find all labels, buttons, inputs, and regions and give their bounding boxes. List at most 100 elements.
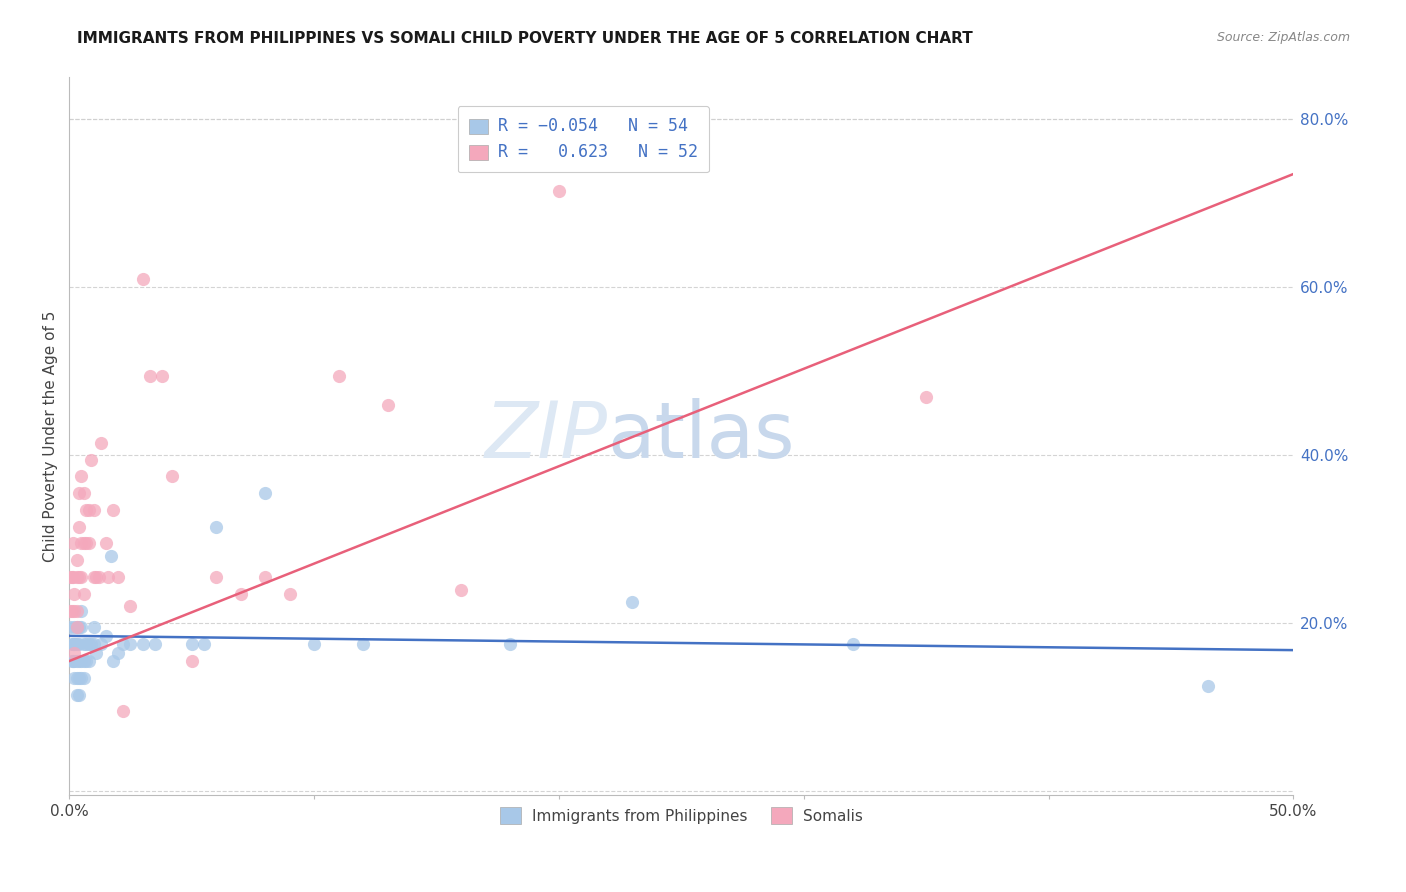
Point <box>67 637 90 651</box>
Point <box>70 620 93 634</box>
Point <box>83 570 105 584</box>
Point <box>77 536 100 550</box>
Point <box>160 469 183 483</box>
Point <box>65 604 87 618</box>
Text: IMMIGRANTS FROM PHILIPPINES VS SOMALI CHILD POVERTY UNDER THE AGE OF 5 CORRELATI: IMMIGRANTS FROM PHILIPPINES VS SOMALI CH… <box>77 31 973 46</box>
Point <box>75 503 97 517</box>
Point <box>278 587 301 601</box>
Point <box>65 620 87 634</box>
Point <box>84 646 107 660</box>
Point <box>67 620 90 634</box>
Point <box>63 604 86 618</box>
Point <box>73 486 96 500</box>
Point <box>63 654 86 668</box>
Point <box>94 536 117 550</box>
Point <box>59 620 82 634</box>
Point <box>63 646 86 660</box>
Point <box>499 637 522 651</box>
Point <box>80 452 103 467</box>
Point <box>103 654 125 668</box>
Point <box>73 536 96 550</box>
Point <box>60 637 83 651</box>
Text: atlas: atlas <box>607 399 796 475</box>
Point <box>70 570 93 584</box>
Point <box>67 688 90 702</box>
Point <box>205 570 228 584</box>
Point <box>1197 679 1219 693</box>
Text: Source: ZipAtlas.com: Source: ZipAtlas.com <box>1216 31 1350 45</box>
Point <box>180 637 202 651</box>
Point <box>60 654 83 668</box>
Point <box>65 553 87 567</box>
Point <box>107 646 129 660</box>
Point <box>65 637 87 651</box>
Point <box>75 536 97 550</box>
Point <box>205 519 228 533</box>
Point <box>112 705 135 719</box>
Point <box>75 637 97 651</box>
Point <box>254 570 277 584</box>
Point <box>62 654 84 668</box>
Point <box>302 637 325 651</box>
Point <box>59 570 82 584</box>
Point <box>73 671 96 685</box>
Point <box>65 570 87 584</box>
Point <box>62 570 84 584</box>
Point <box>67 654 90 668</box>
Point <box>83 620 105 634</box>
Point <box>120 599 142 614</box>
Point <box>70 671 93 685</box>
Point <box>83 503 105 517</box>
Point <box>65 620 87 634</box>
Point <box>65 671 87 685</box>
Text: ZIP: ZIP <box>485 399 607 475</box>
Point <box>67 486 90 500</box>
Point <box>70 469 93 483</box>
Point <box>229 587 252 601</box>
Point <box>131 272 153 286</box>
Point <box>70 604 93 618</box>
Point <box>139 368 162 383</box>
Point <box>90 637 112 651</box>
Point <box>120 637 142 651</box>
Point <box>73 654 96 668</box>
Point <box>193 637 215 651</box>
Point <box>352 637 374 651</box>
Point <box>83 637 105 651</box>
Point <box>621 595 644 609</box>
Point <box>254 486 277 500</box>
Point <box>70 536 93 550</box>
Point <box>80 637 103 651</box>
Point <box>70 654 93 668</box>
Point <box>59 604 82 618</box>
Point <box>328 368 350 383</box>
Point <box>60 604 83 618</box>
Point <box>60 570 83 584</box>
Point <box>112 637 135 651</box>
Y-axis label: Child Poverty Under the Age of 5: Child Poverty Under the Age of 5 <box>44 310 58 562</box>
Point <box>65 688 87 702</box>
Point <box>63 587 86 601</box>
Point <box>87 570 110 584</box>
Point <box>103 503 125 517</box>
Point <box>377 398 399 412</box>
Point <box>180 654 202 668</box>
Point <box>65 637 87 651</box>
Point <box>94 629 117 643</box>
Point <box>75 654 97 668</box>
Point <box>77 654 100 668</box>
Point <box>90 435 112 450</box>
Point <box>63 671 86 685</box>
Point <box>450 582 472 597</box>
Point <box>63 620 86 634</box>
Point <box>67 519 90 533</box>
Point <box>548 184 571 198</box>
Point <box>67 570 90 584</box>
Point <box>73 587 96 601</box>
Point <box>67 671 90 685</box>
Point <box>84 570 107 584</box>
Point <box>77 503 100 517</box>
Point <box>97 570 120 584</box>
Point <box>100 549 122 563</box>
Point <box>107 570 129 584</box>
